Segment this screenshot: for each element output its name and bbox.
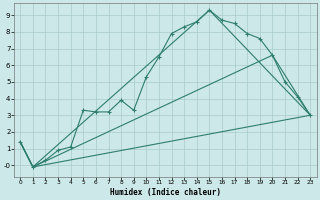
X-axis label: Humidex (Indice chaleur): Humidex (Indice chaleur) — [110, 188, 221, 197]
